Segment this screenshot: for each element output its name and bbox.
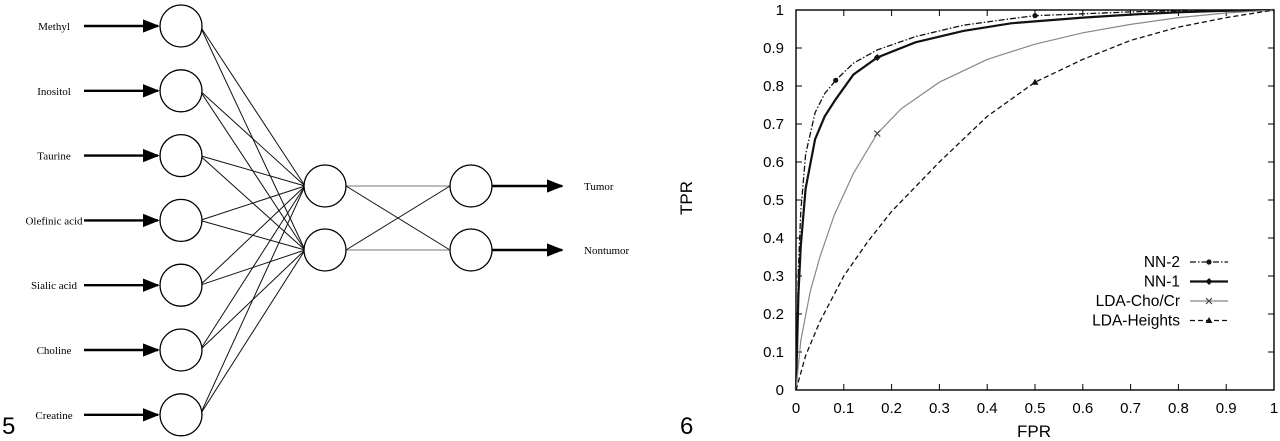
connection-input-3-hidden-0 (199, 185, 306, 221)
series-marker (1032, 13, 1038, 19)
connection-input-1-hidden-0 (199, 90, 306, 187)
input-label: Sialic acid (31, 280, 78, 292)
figure-number-5: 5 (2, 413, 15, 440)
series-marker (873, 130, 881, 137)
chart-ticks: 0 0.1 0.2 0.3 0.4 0.5 0.6 0.7 0.8 0.9 1 0 0.1 0.2 0.3 0… (763, 2, 1278, 417)
legend-label: LDA-Cho/Cr (1096, 293, 1180, 310)
chart-frame (795, 9, 1275, 391)
legend-label: NN-1 (1144, 274, 1180, 291)
input-node (159, 263, 203, 307)
connection-input-6-hidden-0 (199, 185, 306, 416)
input-node (159, 69, 203, 113)
connection-input-2-hidden-0 (199, 155, 306, 187)
x-tick-label: 0.6 (1072, 400, 1093, 417)
y-tick-label: 0.5 (763, 192, 784, 209)
hidden-node (303, 228, 347, 272)
y-tick-label: 0.4 (763, 230, 784, 247)
y-tick-label: 0.7 (763, 116, 784, 133)
y-tick-label: 0.1 (763, 344, 784, 361)
y-tick-label: 0.8 (763, 78, 784, 95)
x-tick-label: 0.4 (977, 400, 998, 417)
hidden-node (303, 164, 347, 208)
connection-input-5-hidden-0 (199, 185, 306, 351)
y-tick-label: 0.3 (763, 268, 784, 285)
x-tick-label: 0 (792, 400, 800, 417)
legend-label: NN-2 (1144, 254, 1180, 271)
y-axis-label: TPR (677, 181, 696, 215)
network-labels: Methyl Inositol Taurine Olefinic acid Sialic… (25, 21, 629, 422)
input-node (159, 328, 203, 372)
series-marker (833, 77, 839, 83)
x-tick-label: 0.1 (833, 400, 854, 417)
neural-network-diagram: Methyl Inositol Taurine Olefinic acid Sialic… (25, 4, 630, 437)
plot-frame (795, 9, 1275, 391)
input-node (159, 198, 203, 243)
roc-chart: 0 0.1 0.2 0.3 0.4 0.5 0.6 0.7 0.8 0.9 1 0 0.1 0.2 0.3 0… (677, 2, 1278, 441)
input-node (159, 4, 203, 48)
y-tick-label: 0.2 (763, 306, 784, 323)
x-tick-label: 0.7 (1120, 400, 1141, 417)
output-label: Nontumor (584, 245, 630, 257)
y-tick-label: 1 (776, 2, 784, 19)
series-marker (1205, 297, 1213, 305)
input-label: Choline (37, 345, 72, 357)
connection-input-4-hidden-0 (199, 185, 306, 286)
series-line-lda-heights (795, 9, 1275, 391)
x-tick-label: 0.8 (1168, 400, 1189, 417)
series-marker (1205, 317, 1213, 323)
output-node (449, 164, 493, 208)
series-line-lda-cho-cr (795, 9, 1275, 391)
connection-input-0-hidden-0 (199, 25, 306, 187)
legend-label: LDA-Heights (1092, 313, 1180, 330)
y-tick-label: 0.9 (763, 40, 784, 57)
y-tick-label: 0.6 (763, 154, 784, 171)
input-node (159, 133, 203, 178)
series-line-nn-2 (795, 9, 1274, 391)
series-marker (1206, 259, 1212, 265)
input-label: Creatine (35, 410, 72, 422)
x-tick-label: 1 (1270, 400, 1278, 417)
connection-hidden-1-output-0 (345, 185, 451, 251)
input-label: Methyl (38, 21, 70, 33)
series-line-nn-1 (794, 8, 1275, 391)
x-axis-label: FPR (1017, 422, 1051, 441)
network-nodes (159, 4, 493, 437)
network-arrows (84, 19, 564, 422)
input-node (159, 393, 203, 437)
x-tick-label: 0.5 (1025, 400, 1046, 417)
x-tick-label: 0.9 (1216, 400, 1237, 417)
figure-number-6: 6 (680, 413, 693, 440)
input-label: Olefinic acid (25, 215, 83, 227)
series-marker (1031, 78, 1039, 85)
input-label: Taurine (37, 151, 71, 163)
series-marker (873, 54, 881, 61)
output-label: Tumor (584, 181, 614, 193)
series-marker (1205, 278, 1213, 285)
chart-series (794, 8, 1275, 391)
y-tick-label: 0 (776, 382, 784, 399)
x-tick-label: 0.3 (929, 400, 950, 417)
connection-input-6-hidden-1 (199, 249, 306, 416)
chart-legend: NN-2 NN-1 LDA-Cho/Cr LDA-Heights (1092, 254, 1228, 330)
network-connections (199, 25, 451, 416)
input-label: Inositol (37, 86, 71, 98)
output-node (449, 228, 493, 272)
x-tick-label: 0.2 (881, 400, 902, 417)
